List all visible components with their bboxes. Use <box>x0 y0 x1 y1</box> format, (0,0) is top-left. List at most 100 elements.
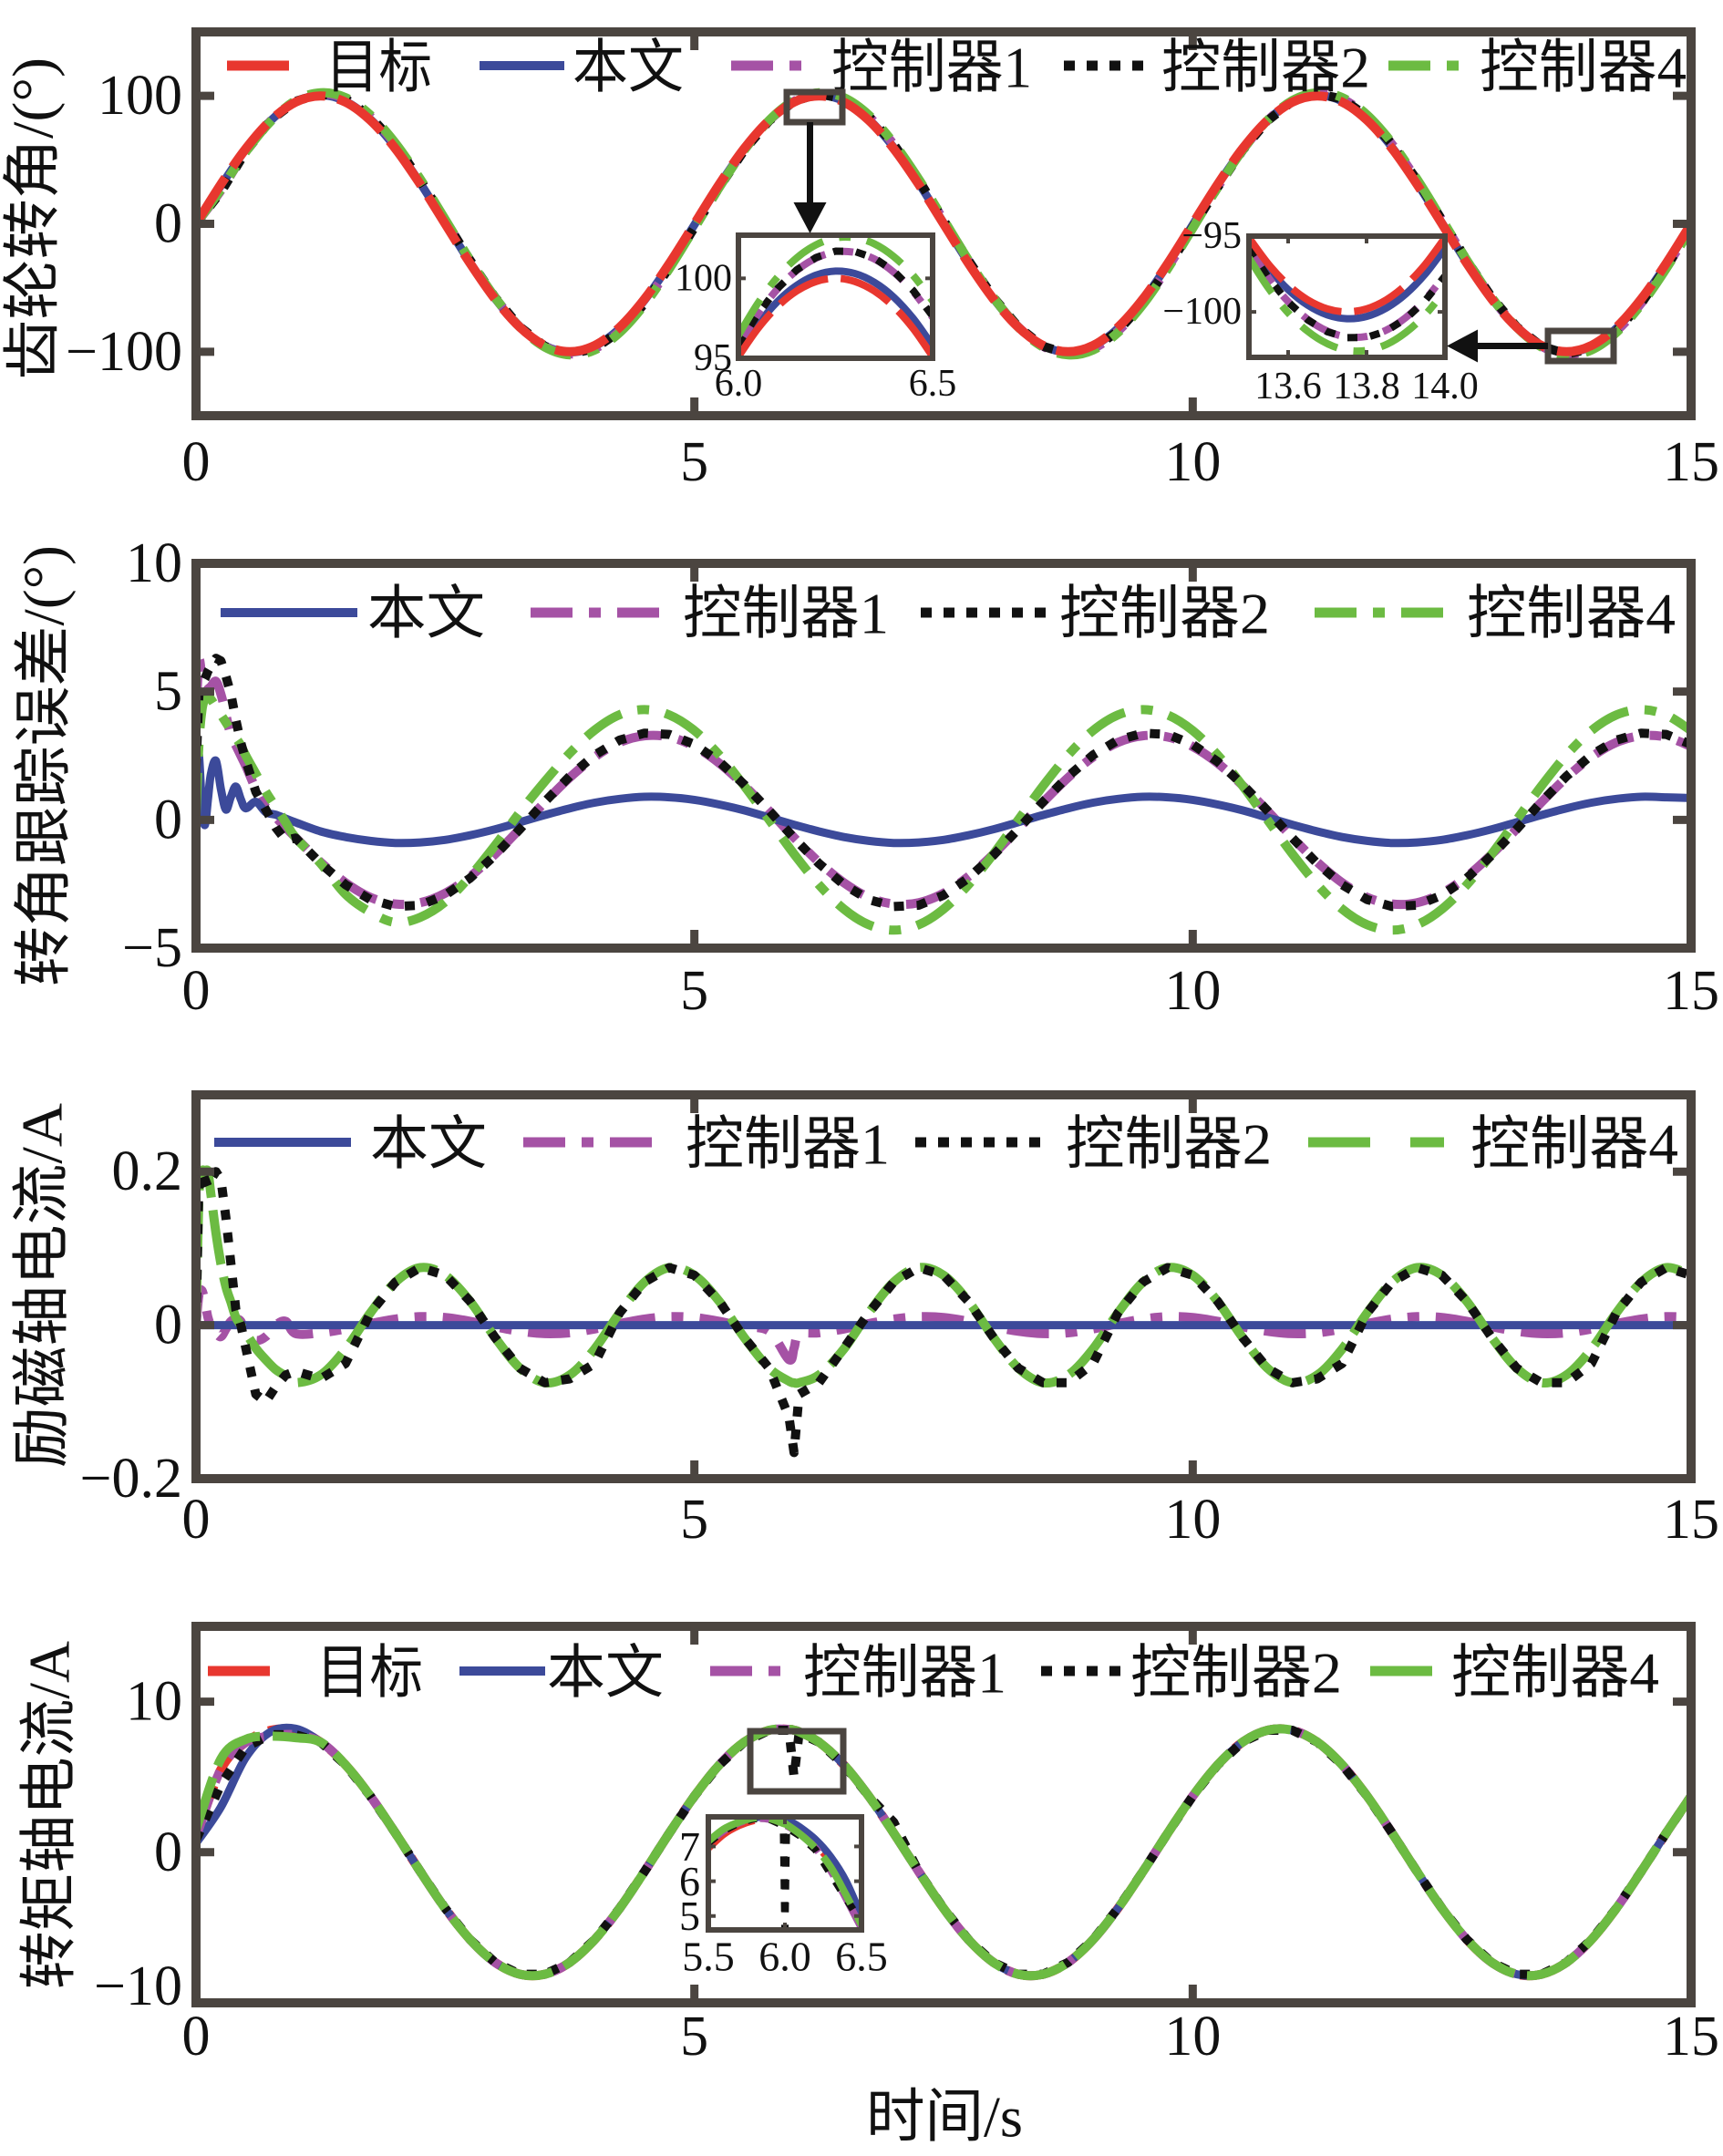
inset-series-line-controller-4 <box>1252 255 1442 355</box>
inset-frame <box>1246 233 1448 360</box>
inset-x-tick-label: 14.0 <box>1411 366 1479 407</box>
y-axis-title: 转矩轴电流/A <box>17 1641 82 1989</box>
x-tick-label: 15 <box>1663 960 1719 1022</box>
inset-x-tick-label: 5.5 <box>682 1934 735 1980</box>
legend: 本文 控制器1 控制器2 控制器4 <box>221 582 1676 646</box>
inset-y-tick-label: 95 <box>694 337 732 379</box>
x-tick-label: 15 <box>1663 2006 1719 2068</box>
inset-plot-area <box>1252 239 1442 355</box>
y-tick-label: 0.2 <box>112 1140 183 1202</box>
inset-frame <box>736 232 935 361</box>
inset-y-tick-label: 100 <box>675 257 732 299</box>
y-tick-label: 0 <box>154 1295 182 1357</box>
x-tick-label: 10 <box>1164 431 1221 493</box>
x-axis-title: 时间/s <box>866 2085 1023 2150</box>
legend-label-controller-2: 控制器2 <box>1161 36 1370 100</box>
y-tick-label: 100 <box>98 65 182 127</box>
zoom-region-box <box>747 1728 847 1795</box>
y-tick-label: −10 <box>94 1955 182 2017</box>
y-axis-title: 励磁轴电流/A <box>10 1103 75 1468</box>
legend-label-this-paper: 本文 <box>547 1641 664 1706</box>
series-line-controller-4 <box>201 692 1687 935</box>
legend-label-controller-4: 控制器4 <box>1470 1112 1678 1177</box>
y-tick-label: −5 <box>122 917 182 979</box>
legend-item-target: 目标 <box>208 1641 423 1706</box>
series-line-controller-2 <box>201 654 1687 912</box>
y-axis-title: 转角跟踪误差/(°) <box>12 545 77 986</box>
x-tick-label: 10 <box>1164 1489 1221 1551</box>
y-tick-label: −100 <box>66 321 182 383</box>
plot-frame <box>191 1622 1696 2007</box>
x-tick-label: 5 <box>680 2006 708 2068</box>
inset-x-tick-label: 6.0 <box>758 1934 811 1980</box>
inset-x-tick-label: 13.8 <box>1333 366 1400 407</box>
series-line-controller-4 <box>201 1724 1687 1981</box>
inset-series-line-target <box>1252 239 1442 316</box>
legend-label-controller-2: 控制器2 <box>1066 1112 1272 1177</box>
x-tick-label: 0 <box>182 431 211 493</box>
legend-label-target: 目标 <box>316 1641 423 1706</box>
x-tick-label: 15 <box>1663 431 1719 493</box>
x-tick-label: 10 <box>1164 960 1221 1022</box>
plot-area <box>201 654 1687 935</box>
plot-frame <box>191 559 1696 953</box>
legend-item-this-paper: 本文 <box>214 1112 487 1177</box>
legend-label-controller-2: 控制器2 <box>1130 1641 1342 1706</box>
legend-item-controller-2: 控制器2 <box>915 1112 1272 1177</box>
x-tick-label: 5 <box>680 960 708 1022</box>
x-tick-label: 15 <box>1663 1489 1719 1551</box>
legend-item-controller-2: 控制器2 <box>921 582 1270 646</box>
legend-label-target: 目标 <box>325 36 432 100</box>
x-tick-label: 5 <box>680 1489 708 1551</box>
legend-label-controller-1: 控制器1 <box>683 582 889 646</box>
legend-item-controller-4: 控制器4 <box>1370 1641 1659 1706</box>
legend: 目标 本文 控制器1 控制器2 控制器4 <box>208 1641 1659 1706</box>
legend-item-this-paper: 本文 <box>480 36 684 100</box>
legend-item-this-paper: 本文 <box>221 582 485 646</box>
legend-item-controller-2: 控制器2 <box>1041 1641 1342 1706</box>
y-tick-label: 0 <box>154 789 182 851</box>
plot-frame <box>191 1090 1696 1483</box>
x-tick-label: 0 <box>182 1489 211 1551</box>
y-tick-label: 10 <box>126 532 182 594</box>
y-tick-label: 10 <box>126 1671 182 1733</box>
inset-y-tick-label: 7 <box>679 1823 700 1870</box>
x-tick-label: 10 <box>1164 2006 1221 2068</box>
zoom-inset: −95 −100 13.6 13.8 14.0 <box>1162 215 1478 407</box>
y-tick-label: 5 <box>154 661 182 723</box>
inset-x-tick-label: 13.6 <box>1254 366 1322 407</box>
legend: 目标 本文 控制器1 控制器2 控制器4 <box>227 36 1687 100</box>
zoom-region-box <box>783 88 846 126</box>
x-tick-label: 5 <box>680 431 708 493</box>
inset-series-line-this-paper <box>741 267 930 356</box>
legend-label-controller-4: 控制器4 <box>1480 36 1687 100</box>
y-axis-title: 齿轮转角/(°) <box>1 57 66 380</box>
legend-item-controller-4: 控制器4 <box>1388 36 1687 100</box>
legend-item-target: 目标 <box>227 36 432 100</box>
inset-y-tick-label: −100 <box>1162 291 1242 333</box>
legend-label-controller-1: 控制器1 <box>686 1112 890 1177</box>
legend-label-controller-4: 控制器4 <box>1451 1641 1659 1706</box>
inset-series-line-this-paper <box>1252 239 1442 323</box>
legend-item-controller-4: 控制器4 <box>1308 1112 1678 1177</box>
plot-area <box>201 1723 1687 1981</box>
inset-y-tick-label: 5 <box>679 1893 700 1939</box>
inset-series-line-controller-4 <box>741 238 930 337</box>
legend-label-controller-4: 控制器4 <box>1467 582 1676 646</box>
legend-label-this-paper: 本文 <box>573 36 684 100</box>
plot-area <box>201 88 1687 360</box>
inset-x-tick-label: 6.5 <box>909 363 957 405</box>
legend-item-controller-1: 控制器1 <box>710 1641 1006 1706</box>
y-tick-label: 0 <box>154 1821 182 1883</box>
legend-item-controller-2: 控制器2 <box>1064 36 1370 100</box>
inset-series-line-target <box>741 274 930 356</box>
legend-label-controller-1: 控制器1 <box>803 1641 1006 1706</box>
y-tick-label: −0.2 <box>80 1448 182 1510</box>
x-tick-label: 0 <box>182 2006 211 2068</box>
inset-series-line-controller-2 <box>1252 246 1442 342</box>
legend-label-this-paper: 本文 <box>370 1112 487 1177</box>
zoom-arrow <box>1447 329 1548 363</box>
